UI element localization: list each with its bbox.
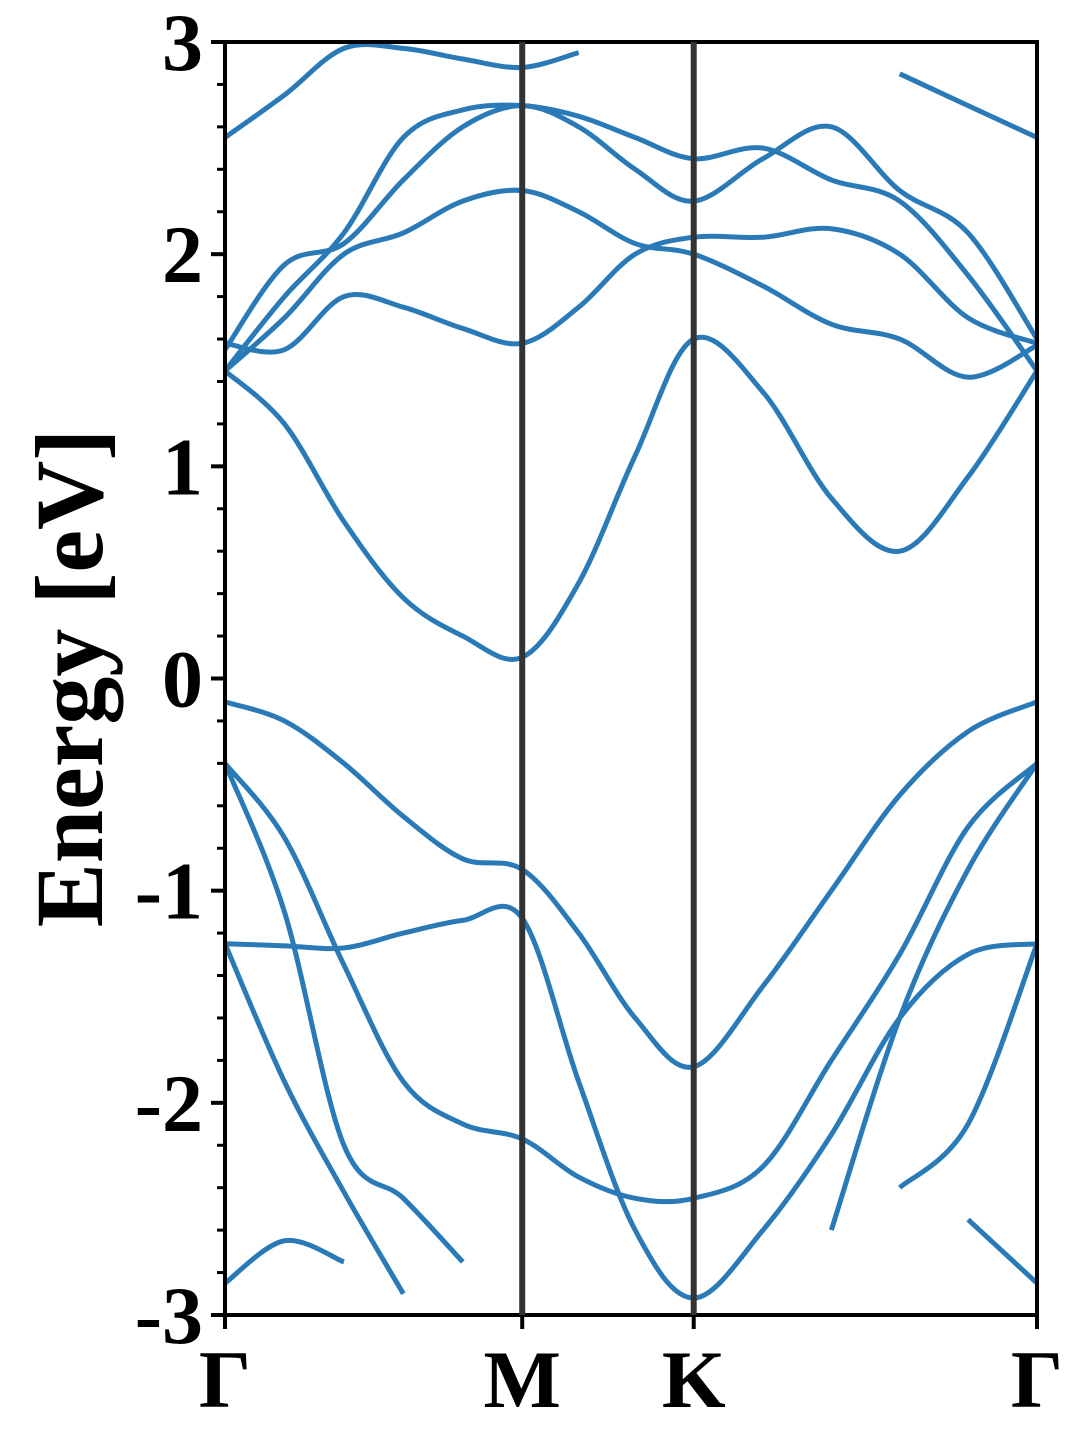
band-line xyxy=(225,699,1037,1070)
band-line xyxy=(225,903,1037,1301)
y-tick-label: -3 xyxy=(135,1270,203,1361)
y-tick-label: 2 xyxy=(162,209,203,300)
y-tick-label: -2 xyxy=(135,1058,203,1149)
band-line xyxy=(225,102,1037,373)
band-line xyxy=(225,225,1037,355)
band-line xyxy=(225,187,1037,380)
y-axis-label: Energy [eV] xyxy=(16,429,123,928)
y-tick-label: -1 xyxy=(135,846,203,937)
x-tick-label: K xyxy=(662,1334,726,1425)
x-tick-label: Γ xyxy=(199,1334,251,1425)
x-tick-label: M xyxy=(484,1334,561,1425)
x-tick-label: Γ xyxy=(1011,1334,1063,1425)
band-line xyxy=(225,942,1037,1296)
band-line xyxy=(225,334,1037,662)
band-line xyxy=(225,42,1037,140)
y-tick-label: 3 xyxy=(162,0,203,88)
plot-area xyxy=(225,42,1037,1301)
band-line xyxy=(225,762,1037,1264)
y-tick-label: 1 xyxy=(162,421,203,512)
y-tick-label: 0 xyxy=(162,634,203,725)
band-line xyxy=(225,103,1037,352)
band-line xyxy=(225,1217,1037,1286)
